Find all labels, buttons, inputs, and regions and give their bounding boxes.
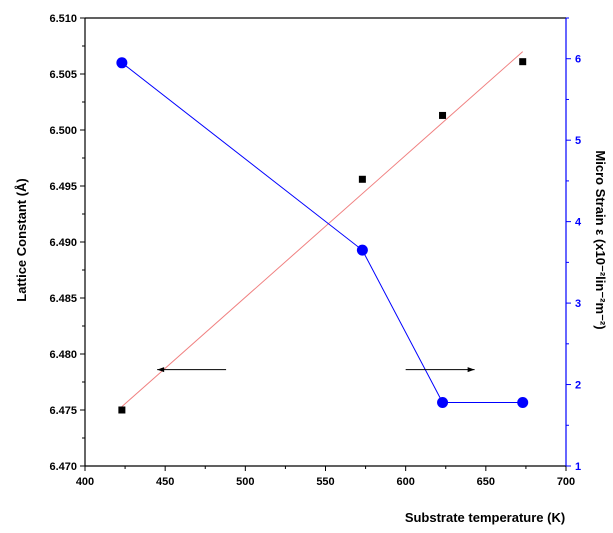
left-axis-arrow-head: [157, 367, 165, 373]
x-tick-label: 650: [477, 476, 495, 488]
x-axis-title: Substrate temperature (K): [405, 510, 565, 525]
right-axis-arrow-head: [467, 367, 475, 373]
x-tick-label: 600: [396, 476, 414, 488]
x-tick-label: 400: [76, 476, 94, 488]
strain-point: [517, 396, 529, 408]
y-axis-right-title: Micro Strain ε (x10⁻²lin⁻²m⁻²): [593, 150, 608, 329]
y-right-tick-label: 4: [575, 217, 582, 229]
lattice-point: [439, 111, 447, 119]
y-left-tick-label: 6.500: [49, 125, 77, 137]
strain-point: [356, 244, 368, 256]
y-right-tick-label: 3: [575, 298, 581, 310]
lattice-fit-line: [121, 51, 524, 408]
x-tick-label: 550: [316, 476, 334, 488]
strain-point: [116, 57, 128, 69]
y-right-tick-label: 2: [575, 380, 581, 392]
y-axis-right: 1 2 3 4 5 6: [566, 17, 582, 473]
annotation-layer: [157, 367, 475, 373]
lattice-point: [118, 406, 126, 414]
x-tick-label: 700: [557, 476, 575, 488]
plot-frame: [84, 17, 567, 467]
y-left-tick-label: 6.485: [49, 293, 77, 305]
strain-line: [121, 62, 523, 403]
y-left-tick-label: 6.480: [49, 349, 77, 361]
y-left-tick-label: 6.495: [49, 181, 77, 193]
x-tick-label: 500: [236, 476, 254, 488]
y-right-tick-label: 5: [575, 135, 581, 147]
y-left-tick-label: 6.475: [49, 405, 77, 417]
y-axis-left-title: Lattice Constant (Å): [14, 178, 29, 302]
strain-point: [437, 396, 449, 408]
lattice-point: [519, 58, 527, 66]
x-tick-label: 450: [156, 476, 174, 488]
y-axis-left: 6.470 6.475 6.480 6.485 6.490 6.495 6.500 6.505…: [49, 13, 85, 473]
y-right-tick-label: 1: [575, 461, 581, 473]
y-left-tick-label: 6.505: [49, 69, 77, 81]
y-left-tick-label: 6.490: [49, 237, 77, 249]
y-left-tick-label: 6.510: [49, 13, 77, 25]
lattice-point: [358, 175, 366, 183]
y-right-tick-label: 6: [575, 54, 581, 66]
x-axis: 400 450 500 550 600 650 700: [76, 466, 575, 488]
series-layer: [116, 51, 529, 414]
y-left-tick-label: 6.470: [49, 461, 77, 473]
